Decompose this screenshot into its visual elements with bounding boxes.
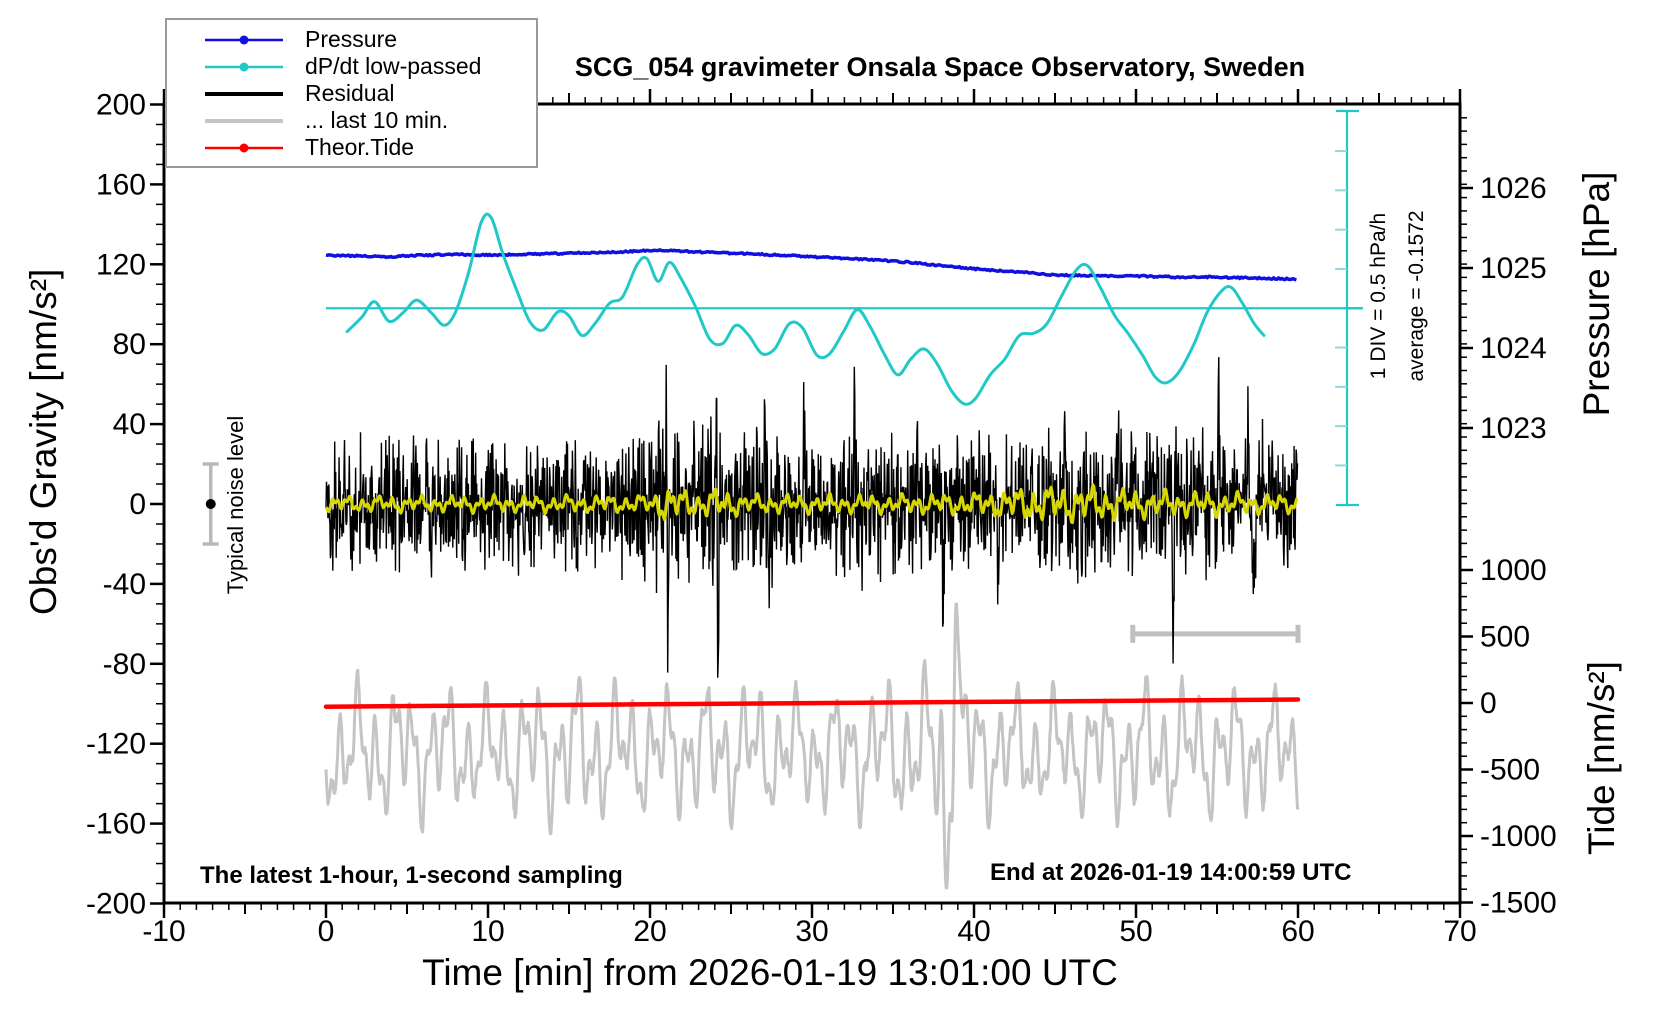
tide-tick-label: 500 [1480,621,1530,654]
y-tick-label: 80 [113,328,146,361]
series-last10min [324,602,1300,890]
legend-item-label: Theor.Tide [305,134,415,160]
series-theor-tide [323,697,1301,709]
average-label: average = -0.1572 [1405,210,1428,382]
y-tick-label: 0 [129,488,146,521]
y-axis-label-tide: Tide [nm/s²] [1581,661,1622,855]
legend-sample-line [205,91,283,96]
legend-sample-line [205,35,283,44]
noise-bar-dot [205,499,216,509]
pressure-tick-label: 1025 [1480,252,1547,285]
legend-sample-line [205,62,283,71]
y-tick-label: 200 [96,89,146,122]
tide-tick-label: -1500 [1480,887,1557,920]
chart-title: SCG_054 gravimeter Onsala Space Observat… [574,52,1306,82]
legend-item: dP/dt low-passed [205,53,536,80]
legend-item: Theor.Tide [205,134,536,161]
y-axis-label-pressure: Pressure [hPa] [1576,171,1617,417]
legend-item-label: Pressure [305,26,398,52]
x-tick-label: 50 [1119,915,1152,948]
x-tick-label: 0 [318,915,335,948]
y-tick-label: -80 [103,648,146,681]
x-axis-label: Time [min] from 2026-01-19 13:01:00 UTC [422,952,1118,993]
y-tick-label: -40 [103,568,146,601]
div-scale-label: 1 DIV = 0.5 hPa/h [1367,212,1390,380]
pressure-tick-label: 1023 [1480,412,1547,445]
series-residual [325,357,1299,678]
noise-level-label: Typical noise level [223,415,248,595]
y-tick-label: 40 [113,408,146,441]
x-tick-label: 70 [1443,915,1476,948]
last10-window-bar [1130,624,1301,643]
y-tick-label: 120 [96,248,146,281]
series-pressure [325,248,1297,282]
x-tick-label: 40 [957,915,990,948]
x-tick-label: 30 [795,915,828,948]
x-tick-label: 60 [1281,915,1314,948]
tide-tick-label: -500 [1480,754,1540,787]
y-tick-label: -160 [86,808,146,841]
x-tick-label: 20 [633,915,666,948]
legend-sample-line [205,143,283,152]
legend-item: Pressure [205,26,536,53]
tide-tick-label: -1000 [1480,820,1557,853]
legend-item: Residual [205,80,536,107]
tide-tick-label: 0 [1480,687,1497,720]
legend-item-label: ... last 10 min. [305,107,449,133]
y-tick-label: 160 [96,168,146,201]
legend-sample-line [205,118,283,123]
y-axis-label-gravity: Obs'd Gravity [nm/s²] [23,268,64,615]
y-tick-label: -120 [86,728,146,761]
y-tick-label: -200 [86,888,146,921]
noise-level-marker [202,462,219,546]
pressure-tick-label: 1024 [1480,332,1547,365]
legend-item-label: Residual [305,80,395,106]
sampling-note: The latest 1-hour, 1-second sampling [200,862,623,889]
legend-item-label: dP/dt low-passed [305,53,482,79]
x-tick-label: -10 [142,915,185,948]
dpdt-scale-bar [326,109,1363,507]
legend-item: ... last 10 min. [205,107,536,134]
legend: Pressure dP/dt low-passed Residual... last… [165,18,538,168]
pressure-tick-label: 1026 [1480,172,1547,205]
tide-tick-label: 1000 [1480,554,1547,587]
series-dpdt [345,212,1266,406]
series-residual-lowpassed [324,483,1299,525]
x-tick-label: 10 [471,915,504,948]
end-time-note: End at 2026-01-19 14:00:59 UTC [990,859,1352,886]
